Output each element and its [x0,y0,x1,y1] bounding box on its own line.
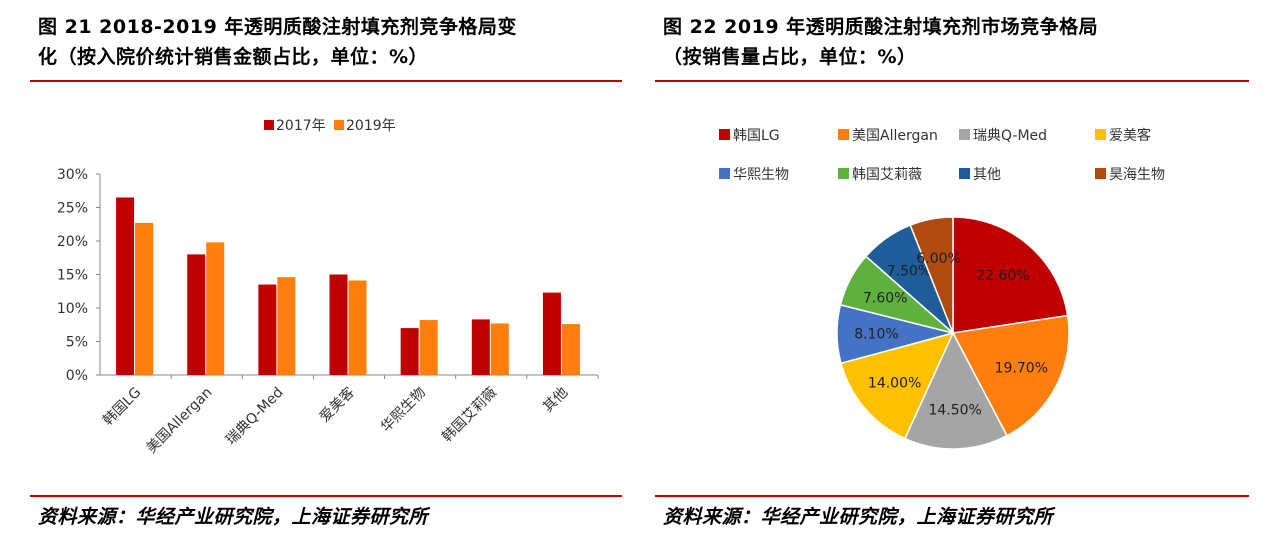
legend-label-7: 昊海生物 [1109,167,1165,183]
right-title-rule [655,80,1249,82]
legend-label-1: 2019年 [346,118,396,134]
legend-swatch-2 [959,129,970,140]
legend-swatch-6 [959,168,970,179]
legend-swatch-7 [1095,168,1106,179]
left-source-note: 资料来源：华经产业研究院，上海证券研究所 [38,506,429,528]
bar-2019-3 [348,280,367,375]
legend-label-1: 美国Allergan [852,128,938,144]
x-tick-label: 韩国艾莉薇 [439,385,500,446]
right-source-rule [655,495,1249,497]
pie-value-label-3: 14.00% [868,376,921,392]
bar-2019-2 [277,277,296,375]
bar-2017-6 [542,292,561,375]
left-title-line2: 化（按入院价统计销售金额占比，单位：%） [38,46,429,68]
x-tick-label: 韩国LG [100,385,144,429]
pie-slice-7 [909,216,954,334]
left-figure-panel: 图 21 2018-2019 年透明质酸注射填充剂竞争格局变 化（按入院价统计销… [30,0,622,542]
pie-slice-1 [951,314,1070,437]
legend-label-0: 韩国LG [733,128,780,144]
right-title-line1: 图 22 2019 年透明质酸注射填充剂市场竞争格局 [663,16,1099,38]
y-tick-label: 5% [66,335,88,351]
bar-legend: 2017年 2019年 [264,118,396,134]
bar-2017-5 [471,319,490,375]
bar-2019-6 [561,324,580,375]
right-figure-title: 图 22 2019 年透明质酸注射填充剂市场竞争格局 （按销售量占比，单位：%） [663,12,1243,72]
right-title-line2: （按销售量占比，单位：%） [663,46,917,68]
pie-value-label-5: 7.60% [863,290,907,306]
x-tick-label: 华熙生物 [378,385,429,436]
legend-swatch-1 [838,129,849,140]
legend-swatch-0 [264,120,274,130]
legend-label-4: 华熙生物 [733,167,789,183]
x-tick-label: 其他 [540,385,571,416]
legend-swatch-0 [719,129,730,140]
right-figure-panel: 图 22 2019 年透明质酸注射填充剂市场竞争格局 （按销售量占比，单位：%）… [655,0,1249,542]
pie-value-label-6: 7.50% [887,263,931,279]
y-tick-label: 20% [57,234,88,250]
left-title-rule [30,80,622,82]
bar-2017-0 [116,197,135,375]
legend-swatch-4 [719,168,730,179]
legend-label-0: 2017年 [276,118,326,134]
left-source-rule [30,495,622,497]
legend-label-6: 其他 [973,167,1001,183]
bar-chart: 2017年 2019年 0% 5% 10% 15% 20% 25% 30% 韩国LG 美国Aller… [57,118,599,457]
y-tick-label: 25% [57,201,88,217]
bar-2017-1 [187,254,206,375]
bar-2019-1 [206,242,225,375]
y-tick-label: 0% [66,368,88,384]
pie-slice-0 [952,216,1069,334]
pie-slice-2 [903,331,1008,450]
pie-value-label-4: 8.10% [854,327,898,343]
pie-value-label-2: 14.50% [928,403,981,419]
legend-label-3: 爱美客 [1109,127,1151,144]
left-title-line1: 图 21 2018-2019 年透明质酸注射填充剂竞争格局变 [38,16,517,38]
legend-label-5: 韩国艾莉薇 [852,167,922,183]
x-tick-label: 爱美客 [316,384,358,426]
pie-value-label-1: 19.70% [995,361,1048,377]
bar-2019-0 [135,222,154,375]
y-tick-label: 10% [57,301,88,317]
pie-value-label-7: 6.00% [916,251,960,267]
legend-swatch-5 [838,168,849,179]
y-tick-label: 30% [57,167,88,183]
left-figure-title: 图 21 2018-2019 年透明质酸注射填充剂竞争格局变 化（按入院价统计销… [38,12,618,72]
bar-2019-5 [490,323,509,375]
right-source-note: 资料来源：华经产业研究院，上海证券研究所 [663,506,1054,528]
bar-2019-4 [419,320,438,375]
bar-2017-4 [400,328,419,375]
pie-value-label-0: 22.60% [976,268,1029,284]
legend-swatch-3 [1095,129,1106,140]
bar-2017-2 [258,284,277,375]
legend-swatch-1 [334,120,344,130]
x-tick-label: 美国Allergan [144,385,216,457]
bar-2017-3 [329,274,348,375]
y-tick-label: 15% [57,268,88,284]
legend-label-2: 瑞典Q-Med [973,128,1047,144]
pie-slice-3 [840,331,955,440]
x-tick-label: 瑞典Q-Med [223,385,287,449]
